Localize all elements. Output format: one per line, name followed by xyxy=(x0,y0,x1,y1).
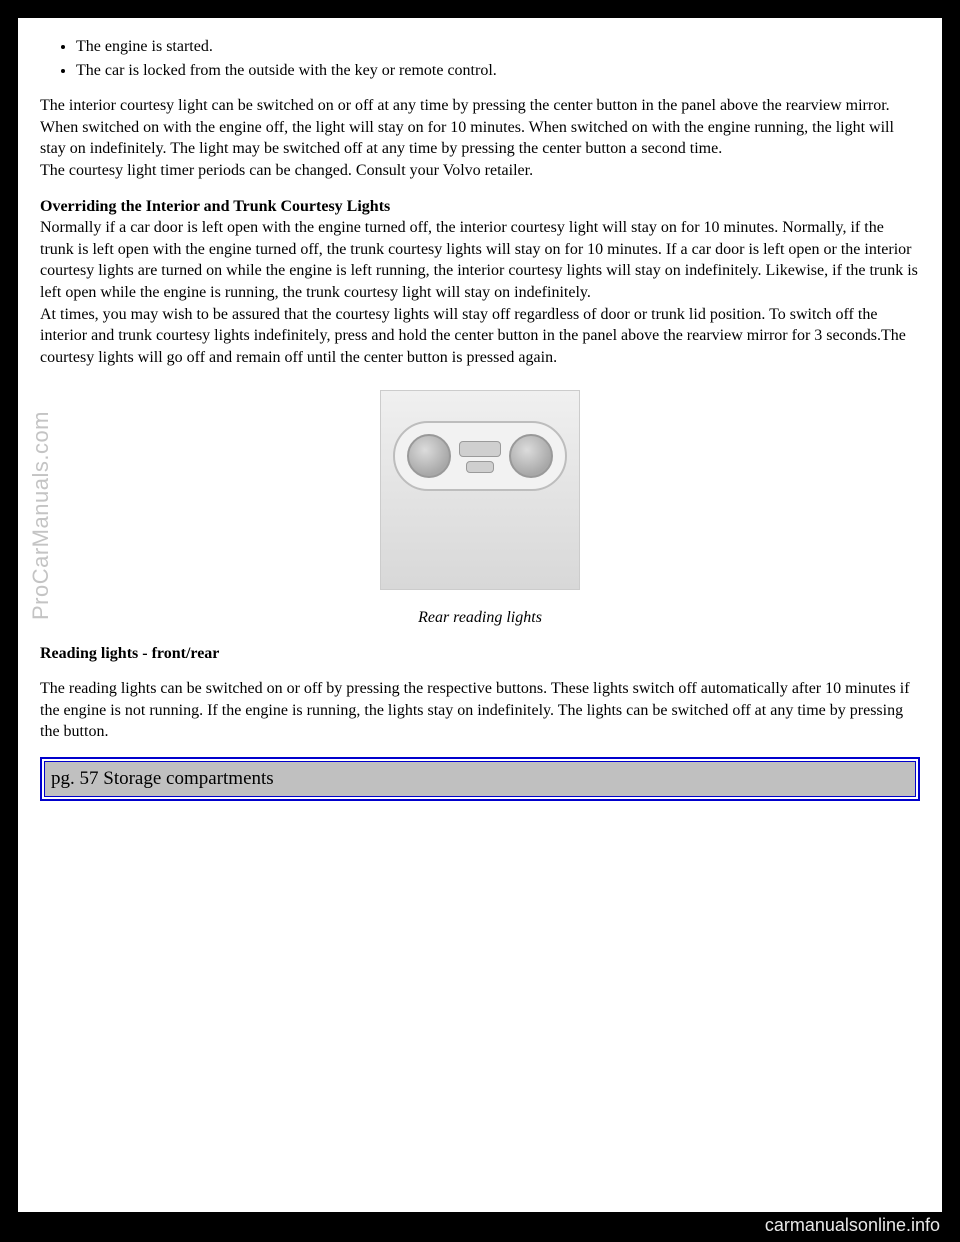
figure-caption: Rear reading lights xyxy=(40,607,920,629)
light-panel-shape xyxy=(393,421,567,491)
body-text: The interior courtesy light can be switc… xyxy=(40,95,920,160)
center-switch-icon xyxy=(466,461,494,473)
reading-light-dial-icon xyxy=(509,434,553,478)
bullet-list: The engine is started. The car is locked… xyxy=(40,36,920,81)
body-text: The courtesy light timer periods can be … xyxy=(40,160,920,182)
page-banner: pg. 57 Storage compartments xyxy=(40,757,920,801)
body-text: Normally if a car door is left open with… xyxy=(40,217,920,303)
section-heading: Reading lights - front/rear xyxy=(40,643,920,665)
rear-reading-lights-image xyxy=(380,390,580,590)
reading-light-dial-icon xyxy=(407,434,451,478)
paragraph-block: Overriding the Interior and Trunk Courte… xyxy=(40,196,920,369)
body-text: At times, you may wish to be assured tha… xyxy=(40,304,920,369)
paragraph-block: The interior courtesy light can be switc… xyxy=(40,95,920,181)
watermark-bottom: carmanualsonline.info xyxy=(765,1215,940,1236)
center-switch-icon xyxy=(459,441,501,457)
page-banner-text: pg. 57 Storage compartments xyxy=(44,761,916,797)
paragraph-block: The reading lights can be switched on or… xyxy=(40,678,920,743)
section-heading: Overriding the Interior and Trunk Courte… xyxy=(40,196,920,218)
bullet-item: The car is locked from the outside with … xyxy=(76,60,920,82)
body-text: The reading lights can be switched on or… xyxy=(40,678,920,743)
figure-container: Rear reading lights xyxy=(40,390,920,628)
document-page: The engine is started. The car is locked… xyxy=(18,18,942,1212)
bullet-item: The engine is started. xyxy=(76,36,920,58)
